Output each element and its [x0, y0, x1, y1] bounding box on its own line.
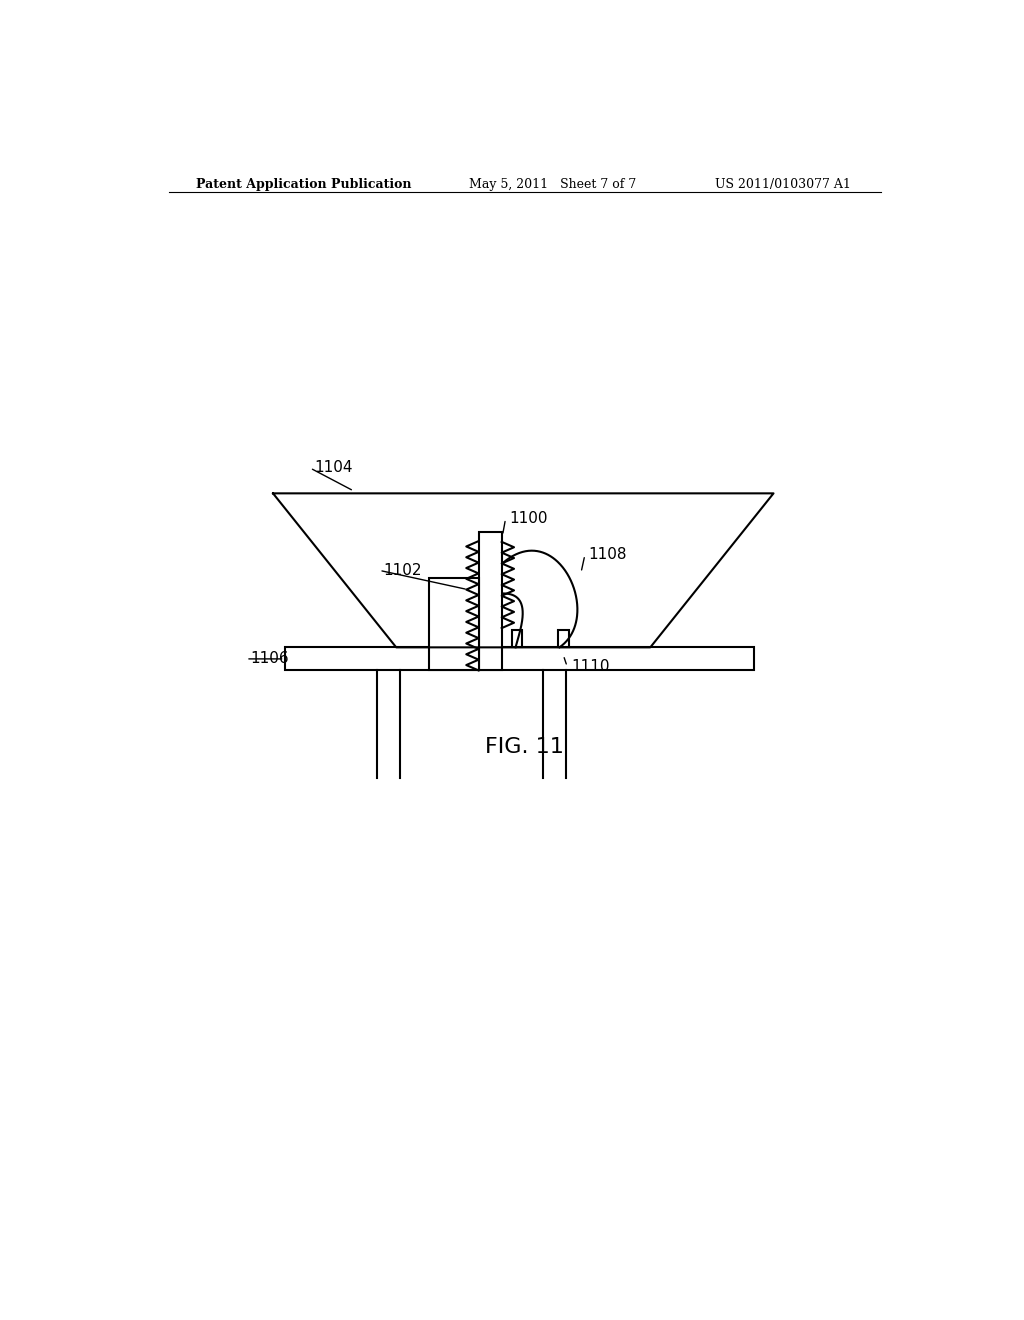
Text: US 2011/0103077 A1: US 2011/0103077 A1 [715, 178, 851, 190]
Text: Patent Application Publication: Patent Application Publication [196, 178, 412, 190]
Bar [558, 631, 568, 647]
Bar [429, 578, 478, 671]
Text: 1102: 1102 [383, 562, 422, 578]
Bar [285, 647, 755, 671]
Text: 1100: 1100 [509, 511, 548, 527]
Text: 1106: 1106 [250, 651, 289, 667]
Bar [478, 532, 502, 671]
Text: FIG. 11: FIG. 11 [485, 738, 564, 758]
Text: May 5, 2011   Sheet 7 of 7: May 5, 2011 Sheet 7 of 7 [469, 178, 637, 190]
Text: 1108: 1108 [589, 548, 628, 562]
Text: 1110: 1110 [571, 659, 609, 675]
Bar [512, 631, 522, 647]
Text: 1104: 1104 [313, 461, 352, 475]
